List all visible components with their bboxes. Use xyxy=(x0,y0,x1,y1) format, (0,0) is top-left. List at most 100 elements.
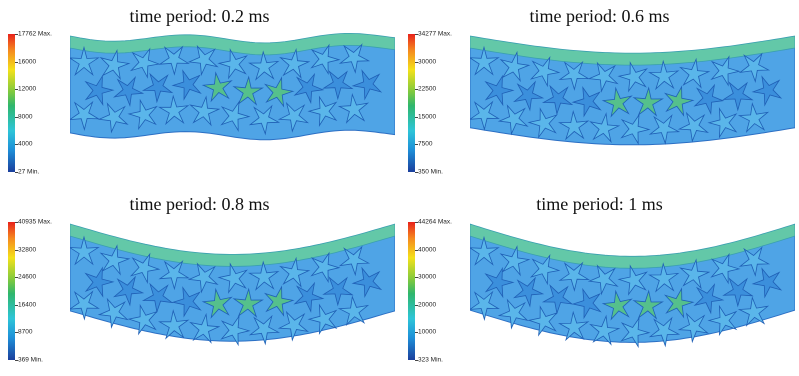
lattice-star xyxy=(677,111,710,143)
panel-title: time period: 0.8 ms xyxy=(129,194,270,214)
lattice-star xyxy=(68,100,100,132)
legend-tick-mark xyxy=(15,304,18,306)
lattice-star xyxy=(141,282,174,314)
lattice-star xyxy=(468,100,500,131)
lattice-star xyxy=(557,109,590,141)
legend-tick-label: 32800 xyxy=(18,246,37,254)
lattice-star xyxy=(189,95,221,127)
lattice-star xyxy=(589,314,621,346)
legend-max-label: 40935 Max. xyxy=(18,218,52,226)
panel-t1: time period: 1 ms 44264 Max. 40000 30000 20… xyxy=(400,188,799,376)
lattice-star xyxy=(738,246,771,277)
lattice-star xyxy=(220,100,251,132)
lattice-render xyxy=(68,28,396,180)
lattice-star xyxy=(484,74,515,107)
lattice-star xyxy=(97,102,129,134)
legend-tick-mark xyxy=(15,144,18,146)
lattice-star xyxy=(84,74,115,107)
lattice-star xyxy=(751,75,783,107)
lattice-star xyxy=(693,283,725,315)
lattice-star xyxy=(307,95,338,127)
lattice-star xyxy=(113,275,145,307)
lattice-star xyxy=(68,45,100,76)
lattice-star xyxy=(129,47,161,79)
legend-max-label: 17762 Max. xyxy=(18,30,52,38)
color-scale-bar xyxy=(408,222,415,360)
legend-tick-label: 12000 xyxy=(18,85,37,93)
lattice-star xyxy=(351,266,383,299)
legend-tick-label: 16000 xyxy=(18,58,37,66)
legend-min-label: 350 Min. xyxy=(418,168,443,176)
lattice-star xyxy=(571,287,602,320)
panel-title: time period: 1 ms xyxy=(536,194,663,214)
legend-tick-mark xyxy=(415,222,418,223)
lattice-star xyxy=(601,86,633,118)
legend-tick-label: 8700 xyxy=(18,328,33,336)
lattice-star xyxy=(310,251,341,284)
lattice-star xyxy=(529,253,561,286)
lattice-star xyxy=(187,44,219,77)
lattice-star xyxy=(620,316,651,349)
legend-tick-label: 24600 xyxy=(18,273,37,281)
color-scale-bar xyxy=(408,34,415,172)
lattice-star xyxy=(663,85,695,117)
lattice-star xyxy=(293,281,325,313)
lattice-star xyxy=(648,262,680,293)
lattice-star xyxy=(201,71,233,103)
lattice-star xyxy=(158,309,190,340)
lattice-star xyxy=(232,75,265,106)
legend-tick-mark xyxy=(415,116,418,118)
legend-tick-mark xyxy=(415,249,418,251)
lattice-star xyxy=(737,296,770,327)
legend-tick-label: 7500 xyxy=(418,140,433,148)
legend-tick-mark xyxy=(15,249,18,251)
lattice-star xyxy=(293,72,325,105)
lattice-star xyxy=(541,84,574,116)
legend-tick-label: 30000 xyxy=(418,273,437,281)
lattice-star xyxy=(710,252,741,285)
lattice-star xyxy=(499,245,531,277)
legend-tick-mark xyxy=(15,89,18,91)
lattice-star xyxy=(232,287,264,318)
legend-tick-mark xyxy=(415,332,418,334)
lattice-star xyxy=(617,264,648,296)
lattice-star xyxy=(693,83,725,116)
lattice-star xyxy=(158,94,190,126)
legend-tick-mark xyxy=(15,222,18,223)
lattice-star xyxy=(648,114,681,145)
lattice-star xyxy=(201,287,233,319)
legend-tick-mark xyxy=(15,277,18,279)
legend-min-label: 27 Min. xyxy=(18,168,40,176)
lattice-star xyxy=(84,266,115,298)
lattice-star xyxy=(129,252,161,285)
lattice-star xyxy=(484,266,515,299)
lattice-star xyxy=(751,267,783,299)
lattice-star xyxy=(529,55,561,88)
lattice-star xyxy=(587,61,619,93)
legend-min-label: 369 Min. xyxy=(18,356,43,364)
lattice-star xyxy=(512,80,545,112)
lattice-star xyxy=(738,52,771,84)
legend-tick-mark xyxy=(15,172,18,173)
legend-tick-mark xyxy=(15,116,18,118)
lattice-star xyxy=(632,289,664,320)
legend-tick-label: 4000 xyxy=(18,140,33,148)
lattice-svg xyxy=(468,223,796,349)
lattice-star xyxy=(279,47,311,79)
lattice-star xyxy=(351,69,383,101)
panel-title: time period: 0.6 ms xyxy=(529,6,670,26)
lattice-star xyxy=(112,76,145,107)
legend-tick-mark xyxy=(415,144,418,146)
lattice-star xyxy=(277,310,310,342)
legend-tick-label: 10000 xyxy=(418,328,437,336)
lattice-star xyxy=(710,55,741,87)
lattice-render xyxy=(468,28,796,180)
legend-tick-mark xyxy=(415,277,418,279)
lattice-star xyxy=(679,57,711,89)
lattice-star xyxy=(322,70,354,101)
legend-tick-label: 8000 xyxy=(18,113,33,121)
lattice-star xyxy=(187,262,219,294)
legend-tick-mark xyxy=(15,61,18,63)
lattice-star xyxy=(217,262,248,294)
lattice-star xyxy=(620,113,651,145)
